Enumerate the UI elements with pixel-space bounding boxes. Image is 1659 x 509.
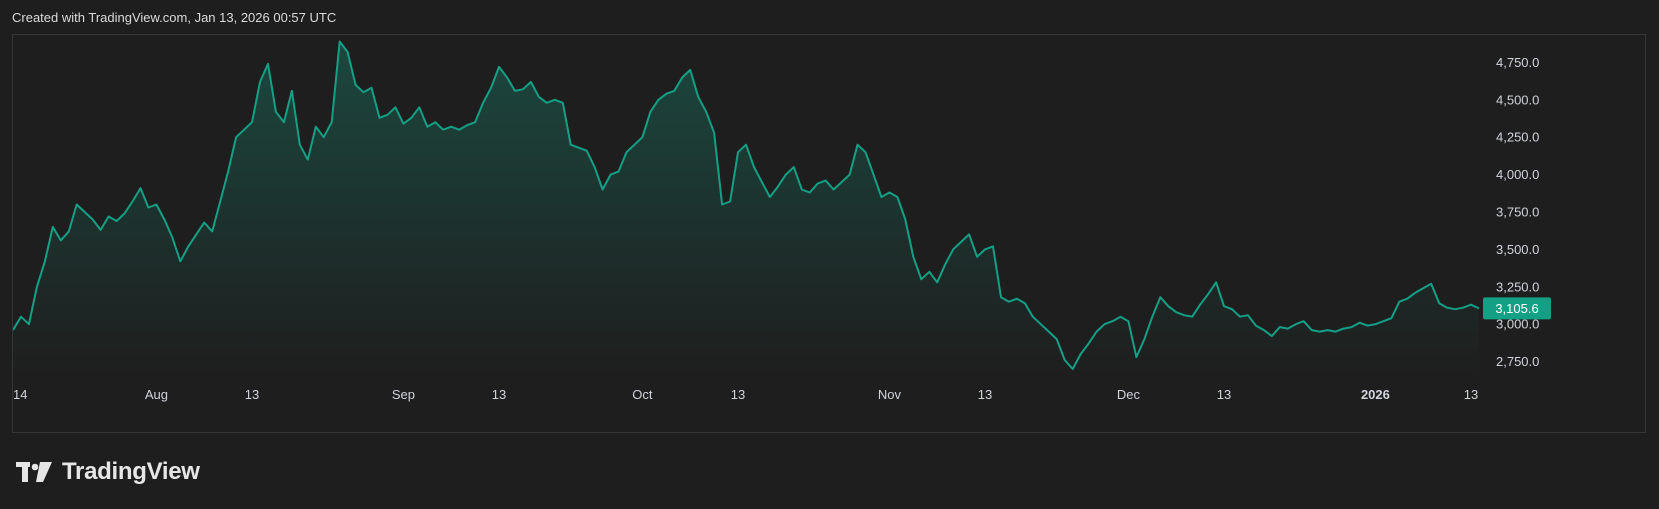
x-tick-label: 14 — [13, 387, 27, 402]
x-tick-label: 13 — [245, 387, 259, 402]
brand-name: TradingView — [62, 458, 200, 485]
x-tick-label: Nov — [878, 387, 902, 402]
price-area-fill — [13, 41, 1479, 375]
x-tick-label: Aug — [145, 387, 168, 402]
chart-frame[interactable]: 14 Aug 13 Sep 13 Oct 13 Nov 13 Dec 13 2026 13 4,750.… — [12, 34, 1646, 433]
y-tick-label: 3,250.0 — [1496, 279, 1539, 294]
x-tick-label: Dec — [1117, 387, 1141, 402]
x-tick-label: 13 — [1217, 387, 1231, 402]
current-price-badge-bg — [1483, 297, 1551, 320]
x-tick-label: 2026 — [1361, 387, 1390, 402]
y-tick-label: 4,500.0 — [1496, 92, 1539, 107]
y-tick-label: 4,000.0 — [1496, 167, 1539, 182]
y-tick-label: 4,250.0 — [1496, 130, 1539, 145]
x-tick-label: Oct — [632, 387, 653, 402]
x-tick-label: Sep — [392, 387, 415, 402]
y-tick-label: 3,750.0 — [1496, 204, 1539, 219]
price-chart[interactable]: 14 Aug 13 Sep 13 Oct 13 Nov 13 Dec 13 2026 13 4,750.… — [13, 35, 1647, 434]
current-price-label: 3,105.6 — [1495, 301, 1538, 316]
x-tick-label: 13 — [731, 387, 745, 402]
y-tick-label: 3,500.0 — [1496, 242, 1539, 257]
y-tick-label: 4,750.0 — [1496, 55, 1539, 70]
x-tick-label: 13 — [1464, 387, 1478, 402]
y-tick-label: 2,750.0 — [1496, 354, 1539, 369]
chart-caption: Created with TradingView.com, Jan 13, 20… — [12, 10, 337, 25]
y-tick-label: 3,000.0 — [1496, 317, 1539, 332]
current-price-badge: 3,105.6 — [1483, 297, 1551, 320]
tradingview-brand[interactable]: TradingView — [16, 458, 200, 486]
tradingview-logo-icon — [16, 462, 52, 482]
price-line[interactable] — [13, 40, 1480, 370]
x-tick-label: 13 — [492, 387, 506, 402]
x-tick-label: 13 — [978, 387, 992, 402]
